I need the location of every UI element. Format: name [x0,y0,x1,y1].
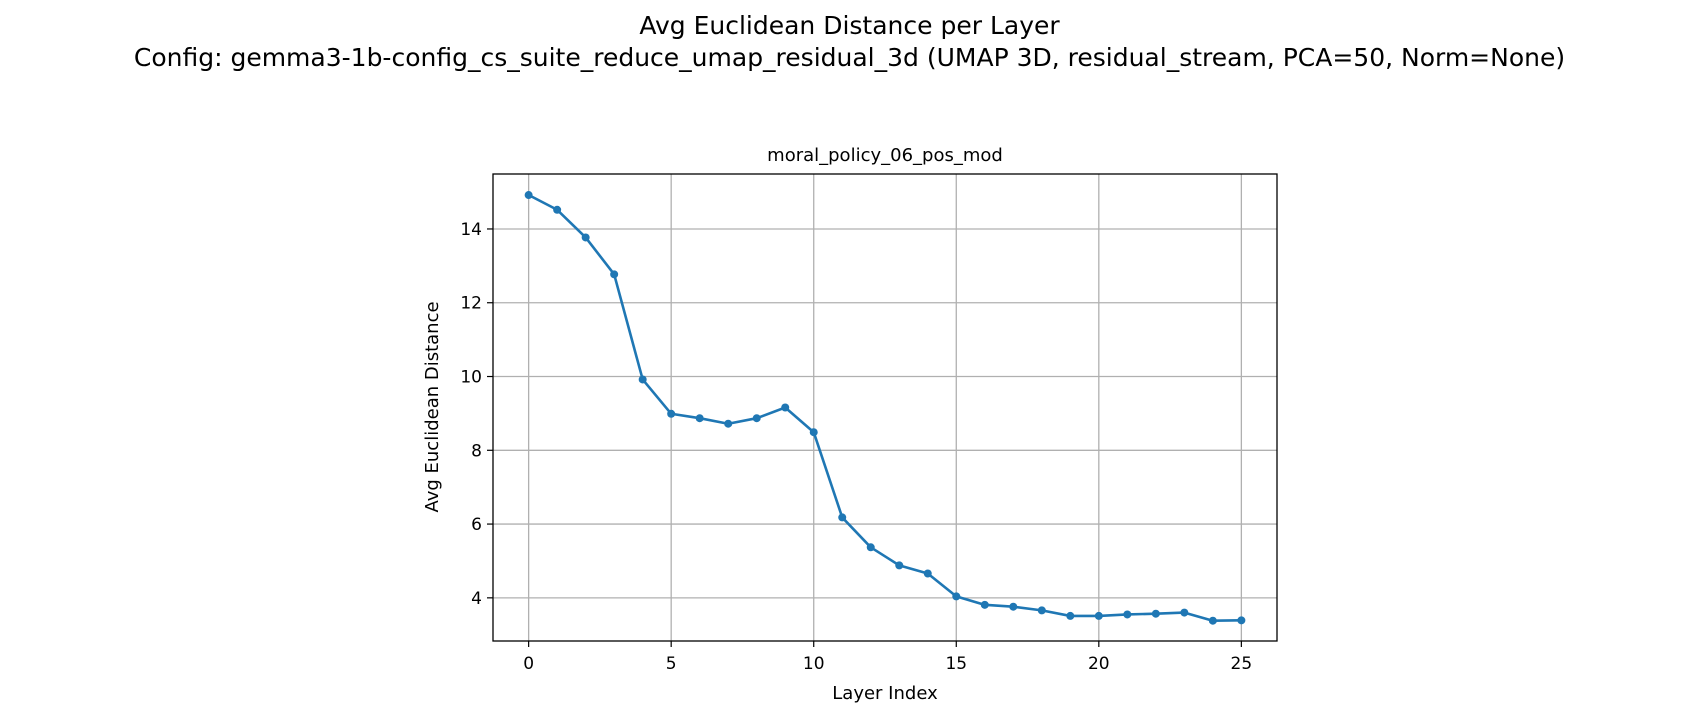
data-point [809,428,818,437]
data-point [923,569,932,578]
series-line [527,193,1243,623]
data-point [610,270,619,279]
data-point [1151,609,1160,618]
data-point [838,513,847,522]
x-tick-label: 20 [1088,654,1110,674]
figure-title: Avg Euclidean Distance per Layer Config:… [0,10,1699,74]
data-point [980,600,989,609]
y-tick-label: 10 [460,368,482,388]
data-point [1180,608,1189,617]
data-point [524,191,533,200]
figure-title-line1: Avg Euclidean Distance per Layer [639,11,1060,40]
x-tick-label: 15 [945,654,967,674]
x-tick-label: 5 [666,654,677,674]
data-point [752,414,761,423]
plot-frame [492,173,1278,642]
data-point [638,375,647,384]
data-point [667,409,676,418]
grid-lines [493,174,1277,641]
x-tick-label: 25 [1231,654,1253,674]
axis-ticks: 0 5 10 15 20 25 4 6 8 10 12 14 [460,220,1252,674]
x-tick-label: 10 [803,654,825,674]
data-point [895,561,904,570]
y-tick-label: 4 [471,589,482,609]
data-point [1208,616,1217,625]
data-points [524,191,1246,625]
data-point [553,205,562,214]
data-point [1066,611,1075,620]
y-axis-label: Avg Euclidean Distance [422,301,443,512]
series-line-layer [527,193,1243,623]
figure-title-line2: Config: gemma3-1b-config_cs_suite_reduce… [133,43,1566,72]
data-point [695,414,704,423]
data-point [866,543,875,552]
y-tick-label: 14 [460,220,482,240]
data-point [1037,606,1046,615]
y-tick-label: 6 [471,515,482,535]
x-tick-label: 0 [523,654,534,674]
data-point [1094,611,1103,620]
data-point [1237,616,1246,625]
chart-title: moral_policy_06_pos_mod [767,145,1003,166]
data-point [1123,610,1132,619]
data-point [1009,602,1018,611]
data-point [952,592,961,601]
data-point [781,403,790,412]
x-axis-label: Layer Index [832,683,938,704]
data-point [581,233,590,242]
y-tick-label: 8 [471,441,482,461]
data-point [724,419,733,428]
y-tick-label: 12 [460,294,482,314]
